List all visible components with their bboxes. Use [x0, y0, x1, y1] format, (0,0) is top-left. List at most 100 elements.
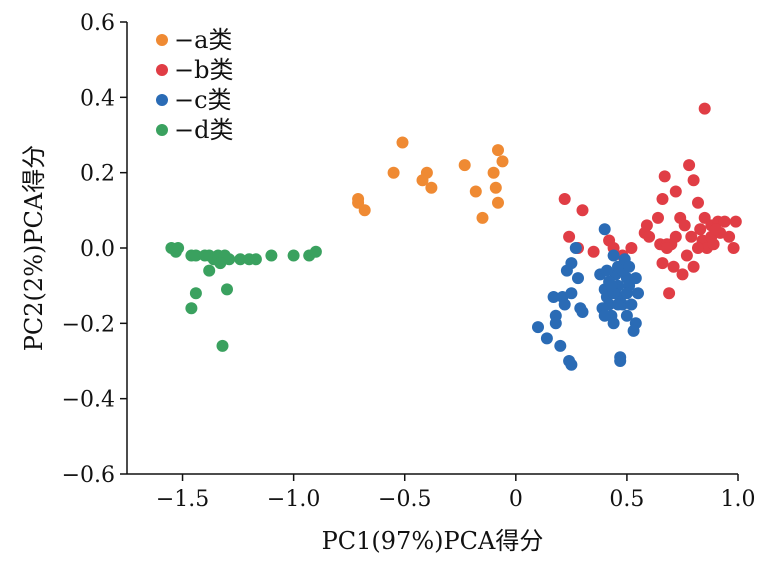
- data-point: [669, 185, 682, 198]
- data-point: [709, 223, 722, 236]
- data-point: [607, 249, 620, 262]
- data-point: [683, 159, 696, 172]
- data-point: [216, 339, 229, 352]
- x-ticks: −1.5 −1.0 −0.5 0 0.5 1.0: [156, 474, 756, 512]
- x-tick-label: −0.5: [378, 487, 431, 512]
- x-tick-label: −1.0: [267, 487, 320, 512]
- data-point: [425, 181, 438, 194]
- data-point: [627, 324, 640, 337]
- legend-item: −c类: [156, 86, 232, 114]
- data-point: [656, 257, 669, 270]
- data-point: [678, 219, 691, 232]
- data-point: [487, 166, 500, 179]
- data-point: [727, 242, 740, 254]
- legend-marker: [156, 64, 168, 76]
- data-point: [729, 215, 742, 228]
- series-3-points: [532, 223, 644, 371]
- data-point: [612, 298, 624, 311]
- data-point: [652, 211, 664, 224]
- data-point: [249, 253, 262, 266]
- data-point: [687, 174, 700, 187]
- data-point: [492, 196, 504, 209]
- y-tick-label: 0.2: [80, 162, 115, 187]
- data-point: [663, 287, 676, 300]
- data-point: [698, 211, 711, 224]
- data-point: [554, 339, 567, 352]
- data-point: [658, 170, 671, 183]
- legend-item: −b类: [156, 56, 233, 84]
- data-point: [172, 242, 185, 254]
- data-point: [692, 242, 704, 254]
- data-point: [600, 264, 613, 277]
- legend-marker: [156, 94, 168, 106]
- legend-marker: [156, 34, 168, 46]
- data-point: [620, 287, 633, 300]
- data-point: [185, 302, 198, 315]
- data-point: [669, 230, 682, 243]
- data-point: [707, 238, 720, 251]
- legend-label: −a类: [174, 26, 232, 54]
- data-point: [532, 321, 544, 334]
- data-point: [287, 249, 300, 262]
- data-point: [558, 298, 571, 311]
- data-point: [625, 298, 638, 311]
- data-point: [598, 309, 611, 322]
- data-point: [694, 223, 707, 236]
- x-tick-label: 0.5: [609, 487, 644, 512]
- data-point: [563, 230, 576, 243]
- y-tick-label: −0.4: [62, 388, 115, 413]
- legend-label: −c类: [174, 86, 232, 114]
- series-2-points: [558, 102, 742, 300]
- data-point: [576, 306, 589, 318]
- legend-label: −b类: [174, 56, 233, 84]
- y-tick-label: −0.6: [62, 463, 115, 488]
- data-point: [565, 287, 578, 300]
- legend-item: −a类: [156, 26, 232, 54]
- data-point: [643, 230, 656, 243]
- data-point: [605, 279, 618, 292]
- data-point: [558, 193, 571, 205]
- data-point: [698, 102, 711, 115]
- data-point: [189, 249, 202, 262]
- data-point: [685, 230, 698, 243]
- data-point: [189, 287, 202, 300]
- series-4-points: [165, 242, 322, 352]
- data-point: [656, 193, 669, 205]
- data-point: [572, 272, 584, 285]
- data-point: [632, 287, 644, 300]
- x-tick-label: 0: [509, 487, 523, 512]
- legend-marker: [156, 124, 168, 136]
- data-point: [629, 272, 642, 285]
- data-point: [458, 159, 471, 172]
- data-point: [489, 181, 502, 194]
- data-point: [576, 204, 589, 217]
- data-point: [718, 215, 731, 228]
- y-tick-label: −0.2: [62, 312, 115, 337]
- data-point: [469, 185, 482, 198]
- data-point: [420, 166, 433, 179]
- data-point: [492, 144, 504, 157]
- data-point: [598, 223, 611, 236]
- scatter-points: [165, 102, 742, 371]
- legend-label: −d类: [174, 116, 233, 144]
- legend-item: −d类: [156, 116, 233, 144]
- data-point: [549, 317, 562, 330]
- data-point: [221, 283, 233, 296]
- x-axis-label: PC1(97%)PCA得分: [322, 527, 544, 555]
- data-point: [614, 355, 627, 367]
- y-tick-label: 0.6: [80, 11, 115, 36]
- data-point: [234, 253, 247, 266]
- data-point: [587, 245, 600, 258]
- data-point: [560, 264, 573, 277]
- data-point: [667, 260, 680, 273]
- data-point: [203, 264, 216, 277]
- data-point: [625, 242, 638, 254]
- x-tick-label: 1.0: [721, 487, 756, 512]
- y-tick-label: 0.0: [80, 237, 115, 262]
- data-point: [569, 242, 582, 254]
- data-point: [214, 257, 227, 270]
- y-ticks: 0.6 0.4 0.2 0.0 −0.2 −0.4 −0.6: [62, 11, 127, 488]
- axes: −1.5 −1.0 −0.5 0 0.5 1.0 0.6 0.4 0.2 0.0 −0.2 −0.4…: [62, 11, 756, 512]
- series-1-points: [352, 136, 509, 224]
- data-point: [687, 260, 700, 273]
